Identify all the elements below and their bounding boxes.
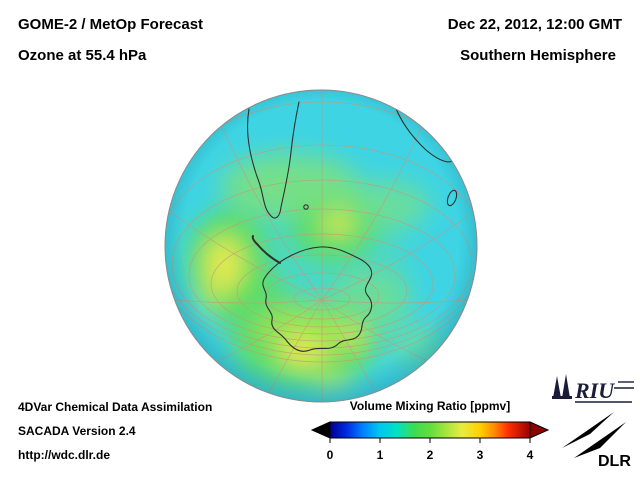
page-subtitle: Ozone at 55.4 hPa	[18, 47, 147, 64]
colorbar-under-arrow	[310, 421, 331, 439]
riu-logo: RIU	[552, 374, 634, 403]
globe-outline	[164, 89, 478, 403]
version-label: SACADA Version 2.4	[18, 424, 136, 438]
url-label: http://wdc.dlr.de	[18, 448, 110, 462]
dlr-wing-icon	[562, 412, 626, 458]
colorbar-tick-label-2: 2	[426, 448, 434, 462]
colorbar-tick-label-0: 0	[326, 448, 334, 462]
dlr-logo-text: DLR	[598, 453, 631, 470]
riu-logo-text: RIU	[574, 378, 615, 403]
colorbar-over-arrow	[529, 421, 550, 439]
page-title: GOME-2 / MetOp Forecast	[18, 16, 204, 33]
assimilation-label: 4DVar Chemical Data Assimilation	[18, 400, 213, 414]
colorbar	[310, 421, 550, 443]
colorbar-tick-label-4: 4	[526, 448, 534, 462]
region-label: Southern Hemisphere	[460, 47, 616, 64]
datetime-label: Dec 22, 2012, 12:00 GMT	[447, 16, 622, 33]
cathedral-icon	[552, 374, 572, 399]
riu-logo-lines	[575, 381, 634, 403]
dlr-logo: DLR	[562, 412, 631, 470]
colorbar-tick-label-3: 3	[476, 448, 484, 462]
colorbar-tick-marks	[329, 438, 531, 443]
colorbar-gradient	[329, 421, 531, 439]
colorbar-tick-label-1: 1	[376, 448, 384, 462]
colorbar-title: Volume Mixing Ratio [ppmv]	[349, 399, 511, 413]
